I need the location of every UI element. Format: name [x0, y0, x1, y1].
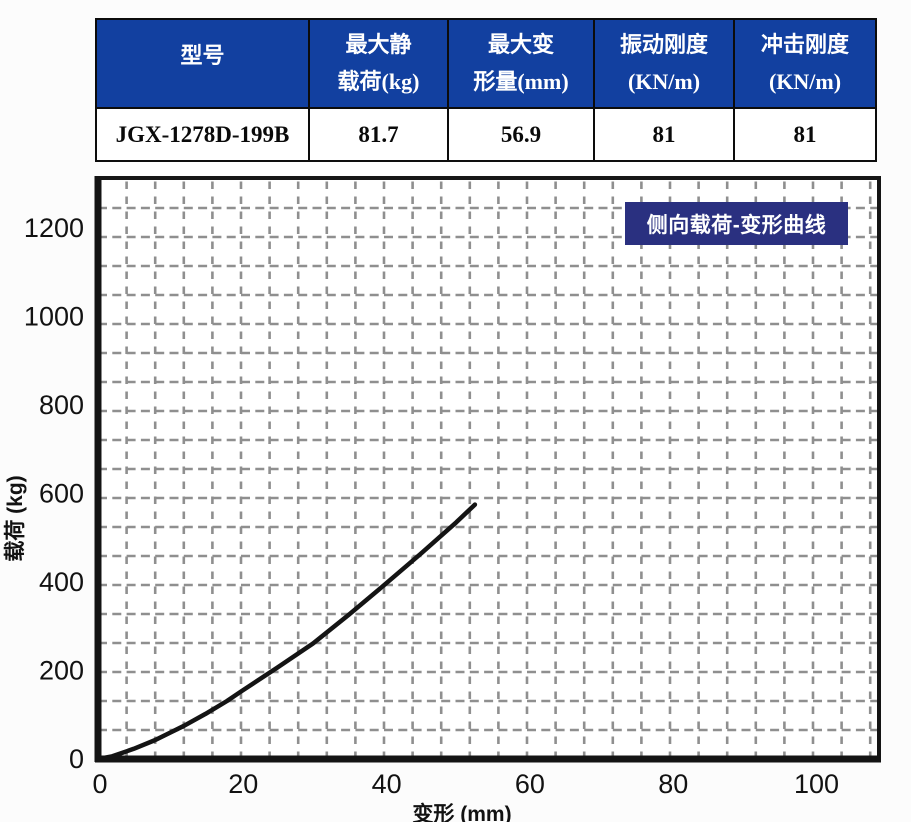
header-cell-max-static-load: 最大静 载荷(kg) [310, 20, 449, 109]
header-line: 振动刚度 [619, 32, 708, 57]
header-line: 型号 [180, 43, 225, 68]
x-tick-label: 0 [92, 769, 107, 799]
x-tick-label: 80 [658, 769, 688, 799]
x-tick-label: 20 [228, 769, 258, 799]
header-cell-max-deformation: 最大变 形量(mm) [449, 20, 595, 109]
y-tick-label: 0 [69, 744, 84, 774]
header-line: (KN/m) [768, 69, 842, 94]
header-line: 最大变 [487, 32, 554, 57]
y-tick-label: 800 [39, 390, 84, 420]
y-tick-label: 1000 [24, 302, 84, 332]
y-axis-title: 载荷 (kg) [3, 475, 27, 561]
data-cell-max-deformation: 56.9 [449, 109, 595, 160]
header-cell-model: 型号 [97, 20, 310, 109]
header-line: 最大静 [345, 32, 412, 57]
header-cell-impact-stiffness: 冲击刚度 (KN/m) [735, 20, 875, 109]
load-curve [95, 502, 478, 762]
y-tick-label: 600 [39, 479, 84, 509]
load-deformation-chart: 0 200 400 600 800 1000 1200 0 20 40 60 80 100 变形 (mm)… [3, 176, 881, 822]
y-tick-label: 1200 [24, 213, 84, 243]
y-tick-label: 200 [39, 656, 84, 686]
x-tick-label: 40 [372, 769, 402, 799]
x-tick-label: 100 [794, 769, 839, 799]
data-cell-impact-stiffness: 81 [735, 109, 875, 160]
header-line: 冲击刚度 [760, 32, 849, 57]
header-cell-vibration-stiffness: 振动刚度 (KN/m) [595, 20, 735, 109]
x-axis-title: 变形 (mm) [412, 802, 511, 822]
header-line: (KN/m) [627, 69, 701, 94]
y-tick-label: 400 [39, 567, 84, 597]
header-line: 载荷(kg) [337, 69, 420, 94]
data-cell-vibration-stiffness: 81 [595, 109, 735, 160]
data-cell-model: JGX-1278D-199B [97, 109, 310, 160]
header-line: 形量(mm) [473, 69, 569, 94]
data-cell-max-static-load: 81.7 [310, 109, 449, 160]
curve-title-badge: 侧向载荷-变形曲线 [625, 202, 848, 245]
x-tick-label: 60 [515, 769, 545, 799]
spec-table: 型号 最大静 载荷(kg) 最大变 形量(mm) 振动刚度 (KN/m) 冲击刚… [95, 18, 877, 162]
